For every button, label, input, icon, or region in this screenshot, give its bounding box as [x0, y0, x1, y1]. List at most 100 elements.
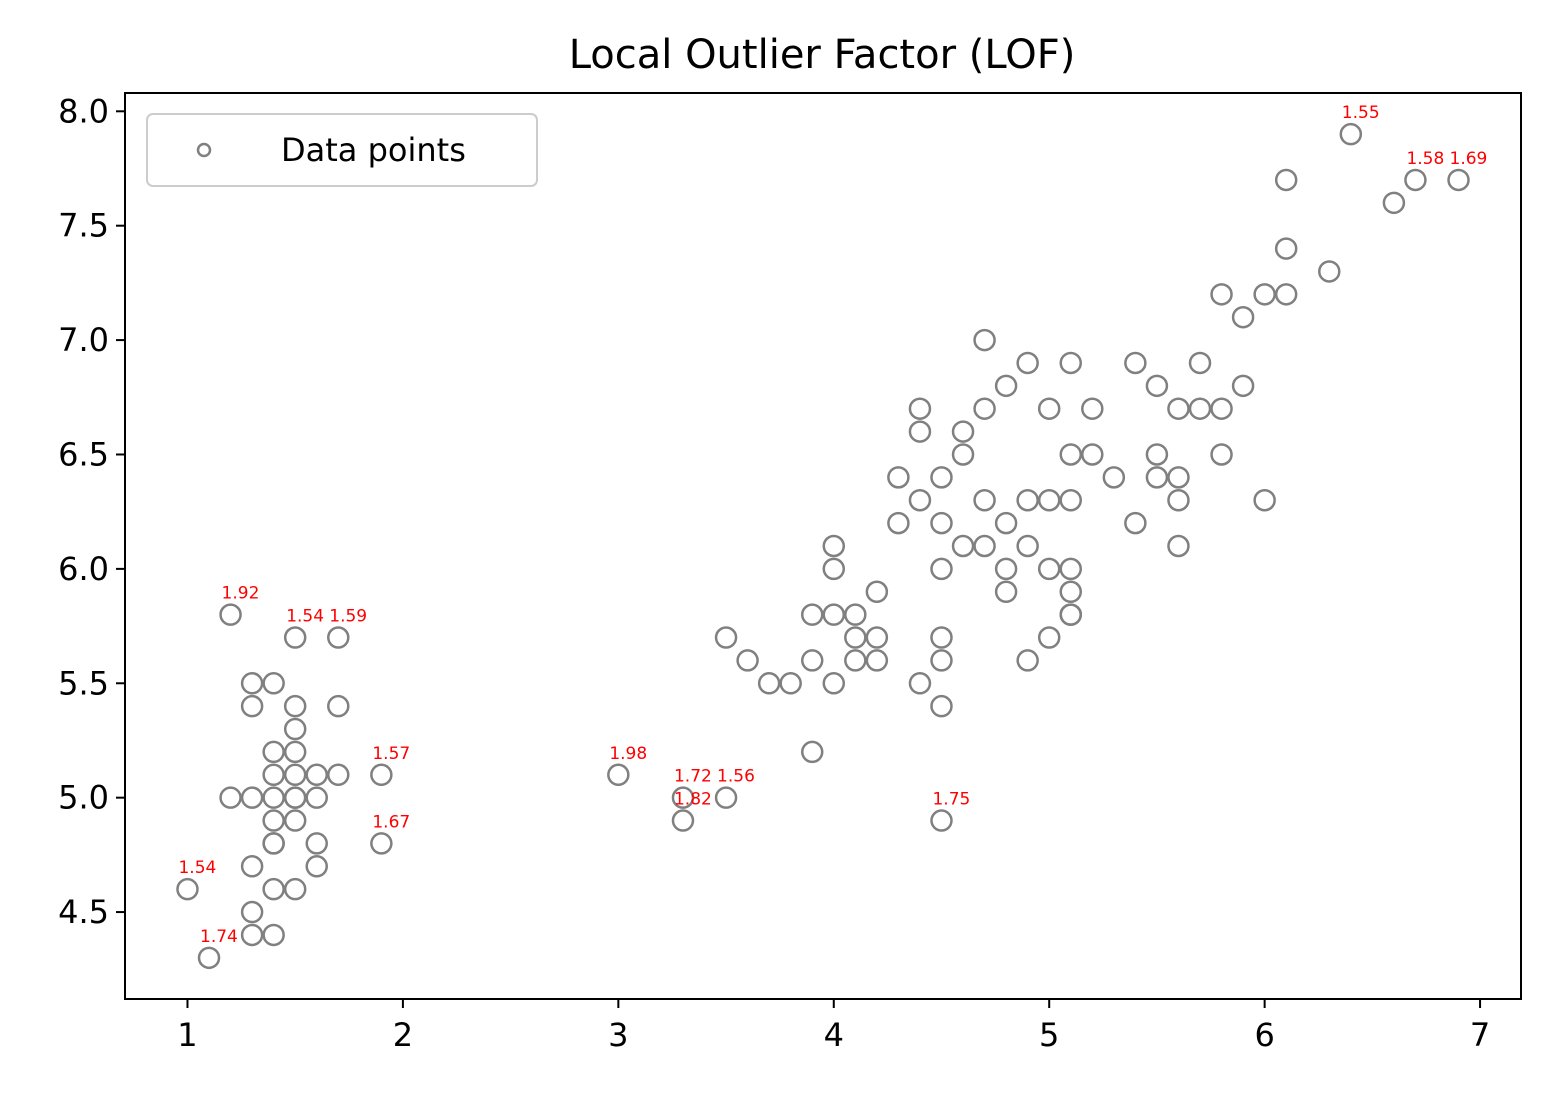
data-point [1145, 466, 1169, 489]
outlier-score-label: 1.82 [674, 790, 712, 810]
outlier-score-label: 1.74 [200, 927, 238, 947]
data-point [1231, 374, 1255, 398]
data-point [1188, 397, 1212, 420]
data-point [887, 466, 910, 489]
data-point [283, 694, 307, 718]
data-point [1059, 443, 1082, 466]
outlier-score-label: 1.75 [932, 790, 970, 810]
data-point [1016, 649, 1039, 672]
data-point [1059, 557, 1082, 581]
data-point [283, 626, 307, 649]
outlier-score-label: 1.54 [178, 858, 216, 878]
data-point [800, 740, 824, 764]
legend-box [146, 113, 538, 187]
data-point [1167, 534, 1190, 558]
data-point [822, 603, 846, 626]
data-point [1037, 557, 1061, 581]
data-point [973, 488, 996, 512]
data-point [822, 534, 846, 558]
data-point [1037, 397, 1061, 420]
y-tick-label: 6.5 [58, 435, 109, 473]
data-point [240, 672, 264, 695]
outlier-annotations-group: 1.921.54 1.591.571.671.541.741.981.721.82… [178, 103, 1487, 947]
data-point [671, 809, 695, 832]
data-point [1037, 488, 1061, 512]
data-point [1274, 168, 1298, 192]
data-point [283, 717, 307, 741]
data-point [951, 443, 975, 466]
data-point [262, 832, 285, 855]
data-point [219, 786, 242, 809]
data-point [994, 557, 1018, 581]
x-tick-label: 4 [824, 1016, 844, 1054]
data-point [736, 649, 759, 672]
data-point [930, 694, 953, 718]
chart-title: Local Outlier Factor (LOF) [569, 32, 1076, 78]
data-point [930, 466, 953, 489]
data-point [887, 511, 910, 535]
data-point [714, 786, 738, 809]
x-tick-label: 5 [1039, 1016, 1059, 1054]
data-point [1081, 397, 1104, 420]
data-point [262, 740, 285, 764]
outlier-score-label: 1.67 [372, 812, 410, 832]
data-point [1059, 580, 1082, 604]
data-point [283, 877, 307, 901]
outlier-score-label: 1.56 [717, 767, 755, 787]
data-point [197, 946, 221, 970]
data-point [994, 374, 1018, 398]
data-point [283, 740, 307, 764]
y-tick-label: 7.5 [58, 207, 109, 245]
outlier-score-label: 1.92 [222, 584, 260, 604]
data-point [1059, 488, 1082, 512]
data-point [283, 786, 307, 809]
data-point [1382, 191, 1406, 215]
data-point [1447, 168, 1470, 192]
data-point [1339, 122, 1363, 146]
data-point [951, 534, 975, 558]
data-point [1210, 283, 1233, 306]
data-point [1231, 305, 1255, 329]
data-point [1081, 443, 1104, 466]
data-point [305, 832, 328, 855]
data-point [1059, 603, 1082, 626]
data-point [930, 649, 953, 672]
data-point [1318, 260, 1341, 283]
data-point [262, 672, 285, 695]
data-point [240, 786, 264, 809]
data-point [1167, 466, 1190, 489]
legend: Data points [146, 113, 538, 187]
data-point [800, 649, 824, 672]
x-tick-label: 1 [177, 1016, 197, 1054]
outlier-score-label: 1.55 [1342, 103, 1380, 123]
data-point [262, 923, 285, 947]
data-point [262, 786, 285, 809]
data-point [1145, 443, 1169, 466]
outlier-score-label: 1.58 [1406, 149, 1444, 169]
data-point [865, 626, 889, 649]
data-point [1037, 626, 1061, 649]
data-point [1253, 283, 1276, 306]
data-point [1145, 374, 1169, 398]
y-tick-label: 8.0 [58, 92, 109, 130]
data-point [844, 603, 867, 626]
outlier-score-label: 1.57 [372, 744, 410, 764]
x-tick-label: 2 [393, 1016, 413, 1054]
y-tick-label: 5.0 [58, 779, 109, 817]
x-tick-label: 6 [1254, 1016, 1274, 1054]
data-point [951, 420, 975, 443]
data-point [1059, 351, 1082, 375]
data-point [305, 763, 328, 787]
data-point [283, 763, 307, 787]
x-tick-label: 7 [1470, 1016, 1490, 1054]
data-point [240, 900, 264, 924]
data-point [262, 763, 285, 787]
data-point [908, 420, 932, 443]
data-point [327, 626, 350, 649]
data-point [1210, 397, 1233, 420]
data-point [262, 877, 285, 901]
data-point [1210, 443, 1233, 466]
data-point [973, 534, 996, 558]
y-tick-label: 6.0 [58, 550, 109, 588]
